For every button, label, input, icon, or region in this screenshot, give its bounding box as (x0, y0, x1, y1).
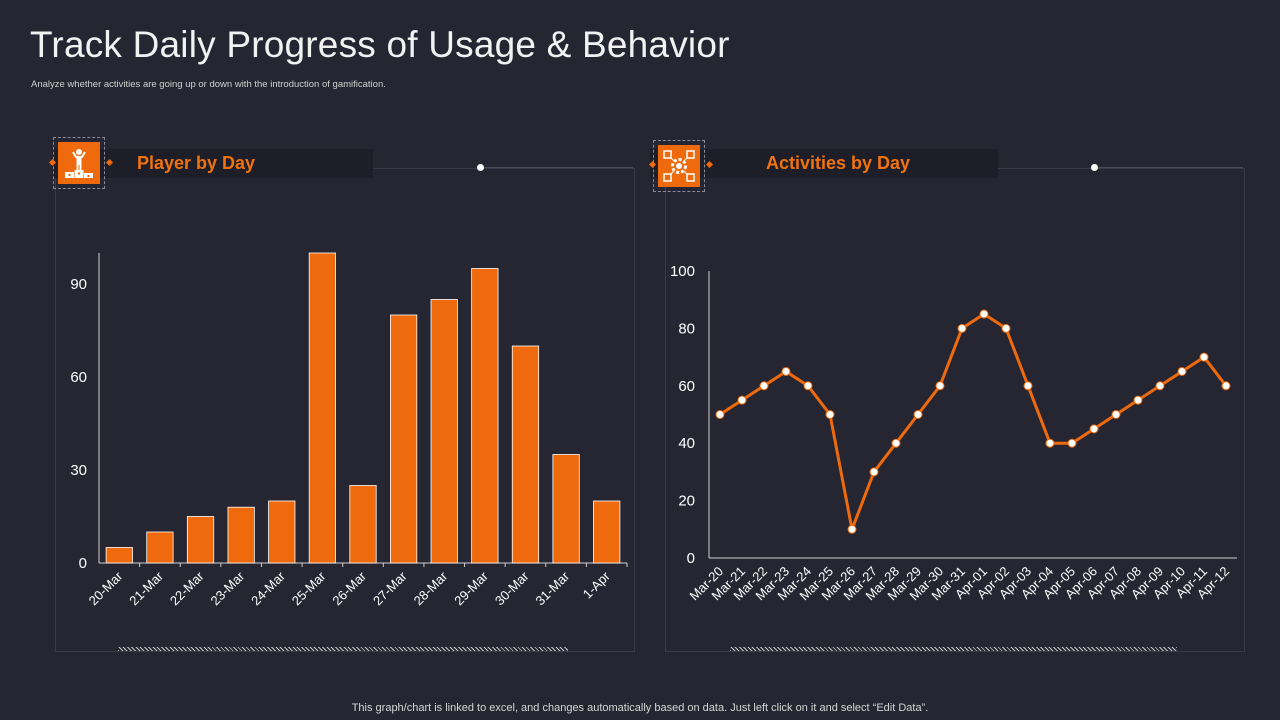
bar (146, 531, 174, 564)
data-point (935, 381, 945, 391)
y-tick-label: 0 (79, 555, 87, 572)
player-by-day-title: Player by Day (137, 153, 256, 173)
gear-activities-icon (658, 145, 700, 187)
x-tick-label: 24-Mar (248, 568, 288, 608)
data-point (1023, 381, 1033, 391)
activities-by-day-icon-frame (653, 140, 705, 192)
right-scroll-decoration (730, 647, 1177, 651)
bar (430, 299, 458, 564)
data-point (1001, 323, 1011, 333)
left-scroll-decoration (118, 647, 568, 651)
activities-series-line (719, 312, 1228, 531)
data-point (825, 410, 835, 419)
y-tick-label: 80 (678, 320, 695, 337)
player-by-day-header (52, 149, 373, 178)
data-point (1133, 395, 1143, 405)
bar (390, 314, 418, 564)
bar (593, 500, 621, 564)
right-pin (1091, 164, 1098, 171)
data-point (957, 323, 967, 333)
x-tick-label: 28-Mar (411, 568, 451, 608)
right-pin-line (1097, 167, 1243, 168)
bar (227, 506, 255, 564)
data-point (737, 395, 747, 405)
data-point (1177, 366, 1187, 376)
x-tick-label: 1-Apr (580, 568, 614, 602)
bar (105, 547, 133, 564)
activities-by-day-title: Activities by Day (766, 153, 911, 173)
page-subtitle: Analyze whether activities are going up … (31, 79, 386, 90)
x-tick-label: 27-Mar (370, 568, 410, 608)
left-pin (477, 164, 484, 171)
left-pin-line (484, 167, 633, 168)
bar (349, 485, 377, 564)
y-tick-label: 20 (678, 493, 695, 510)
y-tick-label: 60 (70, 369, 87, 386)
y-tick-label: 60 (678, 378, 695, 395)
x-tick-label: 29-Mar (451, 568, 491, 608)
podium-winner-icon (58, 142, 100, 184)
data-point (1199, 352, 1209, 362)
y-tick-label: 30 (70, 462, 87, 479)
data-point (1089, 424, 1099, 434)
bar (186, 516, 215, 564)
bar (552, 454, 580, 564)
y-tick-label: 40 (678, 435, 695, 452)
bar (471, 268, 499, 564)
x-tick-label: 21-Mar (126, 568, 166, 608)
y-tick-label: 100 (670, 263, 695, 280)
data-point (1111, 410, 1121, 419)
player-by-day-bar-chart: 0 30 60 90 20-Mar 21-Mar 22-Mar 23-Mar 24-Mar 25-… (70, 252, 628, 608)
bar (308, 252, 336, 564)
x-tick-label: 25-Mar (289, 568, 329, 608)
page-title: Track Daily Progress of Usage & Behavior (30, 24, 730, 65)
footer-note: This graph/chart is linked to excel, and… (351, 702, 929, 714)
activities-by-day-line-chart: 020406080100Mar-20Mar-21Mar-22Mar-23Mar-… (670, 263, 1237, 603)
data-point (913, 410, 923, 419)
data-point (1155, 381, 1165, 391)
data-point (803, 381, 813, 391)
x-tick-label: 20-Mar (86, 568, 126, 608)
bar (268, 500, 296, 564)
data-point (1221, 381, 1231, 391)
data-point (869, 467, 879, 477)
data-point (715, 410, 725, 419)
x-tick-label: 23-Mar (208, 568, 248, 608)
data-point (891, 438, 901, 448)
player-by-day-icon-frame (53, 137, 105, 189)
x-tick-label: 30-Mar (492, 568, 532, 608)
data-point (759, 381, 769, 391)
bar (511, 345, 540, 564)
data-point (979, 309, 989, 319)
data-point (781, 366, 791, 376)
y-tick-label: 0 (687, 550, 695, 567)
y-tick-label: 90 (70, 276, 87, 293)
x-tick-label: 22-Mar (167, 568, 207, 608)
x-tick-label: 31-Mar (532, 568, 572, 608)
data-point (847, 524, 857, 534)
data-point (1045, 438, 1055, 448)
x-tick-label: 26-Mar (329, 568, 369, 608)
data-point (1067, 438, 1077, 448)
